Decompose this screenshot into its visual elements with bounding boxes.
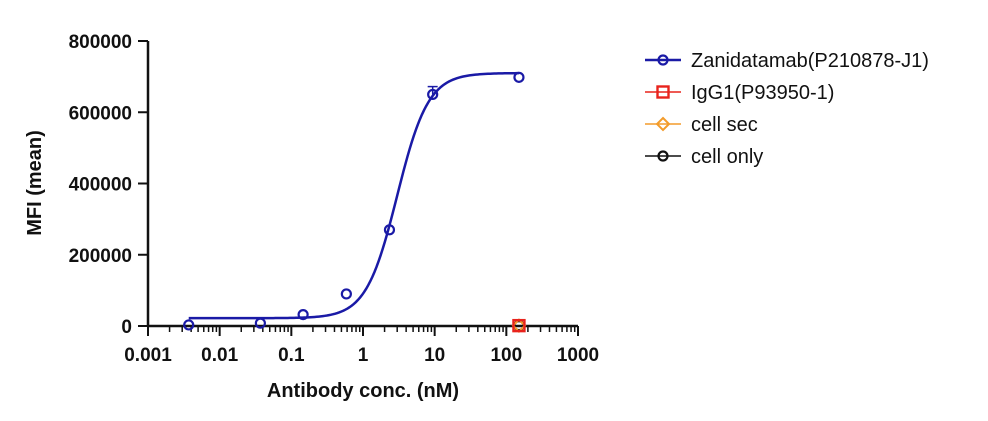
y-tick-label: 800000 [69, 32, 132, 53]
legend: Zanidatamab(P210878-J1) IgG1(P93950-1) cel… [645, 50, 929, 168]
legend-item: IgG1(P93950-1) [645, 82, 834, 104]
y-tick-label: 400000 [69, 175, 132, 196]
y-tick-label: 200000 [69, 246, 132, 267]
legend-marker [655, 116, 671, 132]
x-axis-title: Antibody conc. (nM) [267, 380, 459, 402]
axes: 0.001 0.01 0.1 1 10 100 1000 0 200000 400000 60000… [69, 32, 600, 366]
data-point [340, 288, 352, 300]
legend-label: IgG1(P93950-1) [691, 82, 834, 104]
y-tick-label: 0 [121, 317, 132, 338]
y-axis-title: MFI (mean) [24, 130, 46, 236]
legend-label: cell sec [691, 114, 758, 136]
data-point [512, 318, 526, 333]
x-tick-label: 0.001 [124, 345, 172, 366]
legend-item: cell only [645, 146, 763, 168]
legend-item: cell sec [645, 114, 758, 136]
data-point [254, 317, 266, 329]
data-point [427, 88, 439, 101]
data-point [383, 224, 396, 236]
legend-label: Zanidatamab(P210878-J1) [691, 50, 929, 72]
data-point [513, 71, 525, 83]
legend-marker [657, 150, 669, 162]
x-tick-label: 0.1 [278, 345, 305, 366]
legend-label: cell only [691, 146, 763, 168]
y-tick-label: 600000 [69, 103, 132, 124]
x-tick-label: 1000 [557, 345, 599, 366]
data-point [297, 309, 309, 321]
x-tick-label: 1 [358, 345, 369, 366]
x-tick-label: 10 [424, 345, 445, 366]
x-tick-label: 0.01 [201, 345, 238, 366]
legend-marker [657, 54, 669, 66]
fit-curve [188, 71, 519, 320]
data-point [183, 319, 195, 331]
fit-curve-layer [188, 71, 519, 320]
legend-marker [656, 85, 670, 99]
legend-item: Zanidatamab(P210878-J1) [645, 50, 929, 72]
data-points-layer [183, 71, 527, 334]
x-tick-label: 100 [490, 345, 522, 366]
